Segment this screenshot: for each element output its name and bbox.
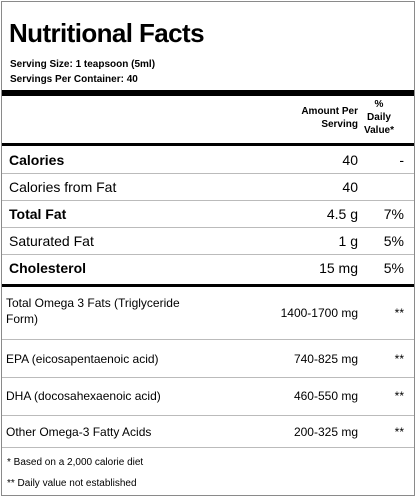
nutrient-row-epa: EPA (eicosapentaenoic acid) 740-825 mg *… — [2, 341, 414, 378]
nutrient-row-calories: Calories 40 - — [2, 147, 414, 174]
nutrient-amount: 4.5 g — [326, 206, 358, 222]
nutrient-dv: ** — [394, 352, 404, 366]
nutrient-amount: 460-550 mg — [293, 389, 358, 403]
header-divider — [2, 143, 414, 146]
nutrient-name: Cholesterol — [9, 260, 87, 276]
nutrient-name: Other Omega-3 Fatty Acids — [6, 425, 152, 439]
panel-title: Nutritional Facts — [9, 18, 205, 48]
nutrient-dv: ** — [394, 306, 404, 320]
nutrient-row-calories-from-fat: Calories from Fat 40 — [2, 174, 414, 201]
footnote-daily-diet: * Based on a 2,000 calorie diet — [7, 457, 144, 468]
servings-per-container: Servings Per Container: 40 — [10, 74, 138, 85]
nutrient-dv: ** — [394, 389, 404, 403]
nutrient-row-total-fat: Total Fat 4.5 g 7% — [2, 201, 414, 228]
nutrient-amount: 1400-1700 mg — [280, 306, 358, 320]
nutrient-row-cholesterol: Cholesterol 15 mg 5% — [2, 255, 414, 282]
serving-size: Serving Size: 1 teapsoon (5ml) — [10, 59, 156, 70]
nutrient-dv: 5% — [383, 233, 404, 249]
nutrient-dv: 5% — [383, 260, 404, 276]
nutrient-row-other-omega-3: Other Omega-3 Fatty Acids 200-325 mg ** — [2, 417, 414, 448]
nutrient-name: Total Omega 3 Fats (Triglyceride Form) — [6, 295, 180, 327]
amount-per-serving-header: Amount Per Serving — [268, 105, 358, 131]
nutrient-name-line2: Form) — [6, 312, 38, 326]
dv-header-line1: % — [374, 99, 384, 110]
nutrient-name: Calories from Fat — [9, 179, 117, 195]
nutrient-name: Saturated Fat — [9, 233, 94, 249]
nutrient-dv: - — [399, 152, 404, 168]
nutrient-amount: 15 mg — [319, 260, 358, 276]
nutrient-amount: 40 — [342, 179, 358, 195]
footnote-dv-not-established: ** Daily value not established — [7, 478, 137, 489]
nutrient-row-saturated-fat: Saturated Fat 1 g 5% — [2, 228, 414, 255]
amount-header-line1: Amount Per — [301, 106, 358, 117]
nutrient-row-total-omega-3: Total Omega 3 Fats (Triglyceride Form) 1… — [2, 287, 414, 340]
dv-header-line3: Value* — [363, 125, 395, 136]
thick-divider — [2, 90, 414, 96]
nutrient-name: Calories — [9, 152, 65, 168]
nutrient-amount: 740-825 mg — [293, 352, 358, 366]
nutrient-dv: 7% — [383, 206, 404, 222]
nutrient-dv: ** — [394, 425, 404, 439]
nutrient-amount: 1 g — [338, 233, 358, 249]
nutrient-amount: 200-325 mg — [293, 425, 358, 439]
amount-header-line2: Serving — [321, 119, 358, 130]
nutrient-row-dha: DHA (docosahexaenoic acid) 460-550 mg ** — [2, 379, 414, 416]
nutrient-name: DHA (docosahexaenoic acid) — [6, 389, 161, 403]
nutrient-name: Total Fat — [9, 206, 67, 222]
daily-value-header: % Daily Value* — [354, 98, 404, 137]
nutrient-amount: 40 — [342, 152, 358, 168]
nutrient-name: EPA (eicosapentaenoic acid) — [6, 352, 159, 366]
section-divider — [2, 284, 414, 287]
dv-header-line2: Daily — [367, 112, 391, 123]
nutrient-name-line1: Total Omega 3 Fats (Triglyceride — [6, 296, 180, 310]
